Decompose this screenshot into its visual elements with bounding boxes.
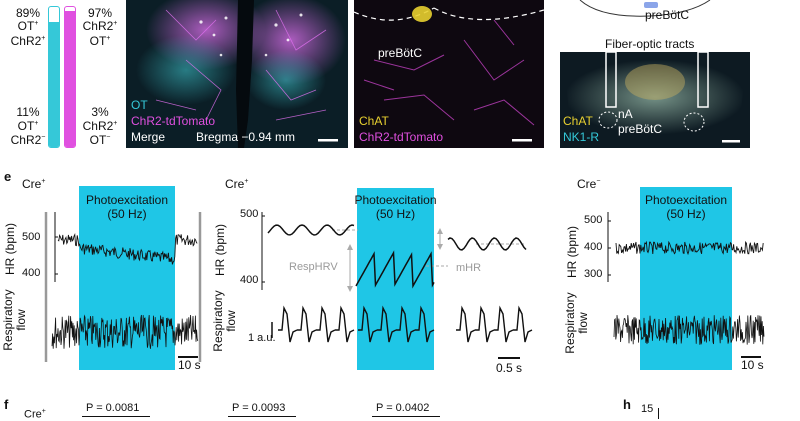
au-scale-label: 1 a.u. [248,332,276,344]
trace-left [44,212,202,362]
fiber-prebotc-label: preBötC [618,122,663,136]
micrograph-fiber-optic: nA preBötC ChAT NK1-R [560,52,750,148]
scalebar-label: 10 s [741,358,764,372]
hr-axis-label: HR (bpm) [213,224,227,277]
hr-tick: 500 [22,231,41,243]
panel-f-genotype: Cre+ [24,408,46,421]
ot-chr2-bar-fill [49,22,59,147]
hr-tick: 500 [240,208,259,220]
top-right-label-2: OT+ [89,34,111,48]
panel-letter-f: f [4,397,9,412]
top-left-percent: 89% [15,6,41,20]
scalebar-label: 0.5 s [496,361,523,375]
panel-h-axis [658,408,659,419]
bottom-left-label-2: ChR2− [10,133,46,147]
mhr-label: mHR [456,262,482,274]
legend-chr2-tdtomato-2: ChR2-tdTomato [359,130,444,144]
micrograph-ot-chr2: OT ChR2-tdTomato Merge Bregma −0.94 mm [126,0,348,148]
p-value: P = 0.0402 [376,402,430,414]
photoexcitation-window [640,187,732,370]
trace-middle [261,212,533,343]
hr-axis-label: HR (bpm) [3,223,17,276]
hr-tick: 500 [584,214,603,226]
panel-h-tick: 15 [641,403,654,415]
ot-chr2-bar [48,6,60,148]
hr-tick: 300 [584,268,603,280]
genotype-label: Cre+ [225,177,249,191]
panel-letter-h: h [623,397,631,412]
significance-bracket [228,416,296,417]
scalebar-label: 10 s [178,358,201,372]
legend-chr2-tdtomato: ChR2-tdTomato [131,114,216,128]
hr-tick: 400 [240,274,259,286]
bottom-right-label-2: OT− [89,133,111,147]
schematic-prebotc-label: preBötC [645,8,690,22]
scalebar-line [178,356,198,358]
resp-axis-label: Respiratory flow [211,290,238,352]
resp-axis-label: Respiratory flow [563,292,590,354]
significance-bracket [372,416,440,417]
bregma-label: Bregma −0.94 mm [196,130,296,144]
legend-merge: Merge [131,130,166,144]
top-left-label-2: ChR2+ [10,34,46,48]
micrograph-ot-chr2-image [136,0,346,148]
legend-chat-2: ChAT [563,114,593,128]
fiber-optic-title: Fiber-optic tracts [605,37,695,51]
micrograph-chat-chr2: preBötC ChAT ChR2-tdTomato [354,0,544,148]
legend-ot: OT [131,98,148,112]
p-value: P = 0.0081 [86,402,140,414]
genotype-label: Cre+ [22,177,46,191]
trace-right [607,212,765,345]
na-label: nA [618,107,633,121]
p-value: P = 0.0093 [232,402,286,414]
top-right-percent: 97% [87,6,113,20]
bottom-right-label-1: ChR2+ [82,119,118,133]
resp-axis-label: Respiratory flow [1,289,28,351]
chr2-ot-bar [64,6,76,148]
genotype-label: Cre− [577,177,601,191]
bottom-left-percent: 11% [16,105,40,119]
brainstem-outline [579,0,711,17]
micrograph-chat-chr2-image [354,6,544,142]
hr-tick: 400 [22,267,41,279]
prebotc-region-label: preBötC [378,46,423,60]
stim-title-1: Photoexcitation [644,193,728,207]
top-right-label-1: ChR2+ [82,19,118,33]
top-left-label-1: OT+ [17,19,39,33]
stim-title-2: (50 Hz) [375,207,416,221]
chr2-ot-bar-fill [65,11,75,147]
scalebar-line [498,357,520,359]
stim-title-1: Photoexcitation [85,193,169,207]
stim-title-2: (50 Hz) [666,207,706,221]
legend-chat: ChAT [359,114,389,128]
bottom-right-percent: 3% [91,105,109,119]
panel-letter-e: e [4,169,12,184]
resphrv-label: RespHRV [289,261,338,273]
stim-title-1: Photoexcitation [354,193,437,207]
significance-bracket [82,416,150,417]
stim-title-2: (50 Hz) [107,207,147,221]
micrograph-fiber-optic-image [565,52,745,143]
hr-axis-label: HR (bpm) [565,226,579,279]
legend-nk1r: NK1-R [563,130,600,144]
scalebar-line [741,356,761,358]
hr-tick: 400 [584,241,603,253]
bottom-left-label-1: OT+ [17,119,39,133]
